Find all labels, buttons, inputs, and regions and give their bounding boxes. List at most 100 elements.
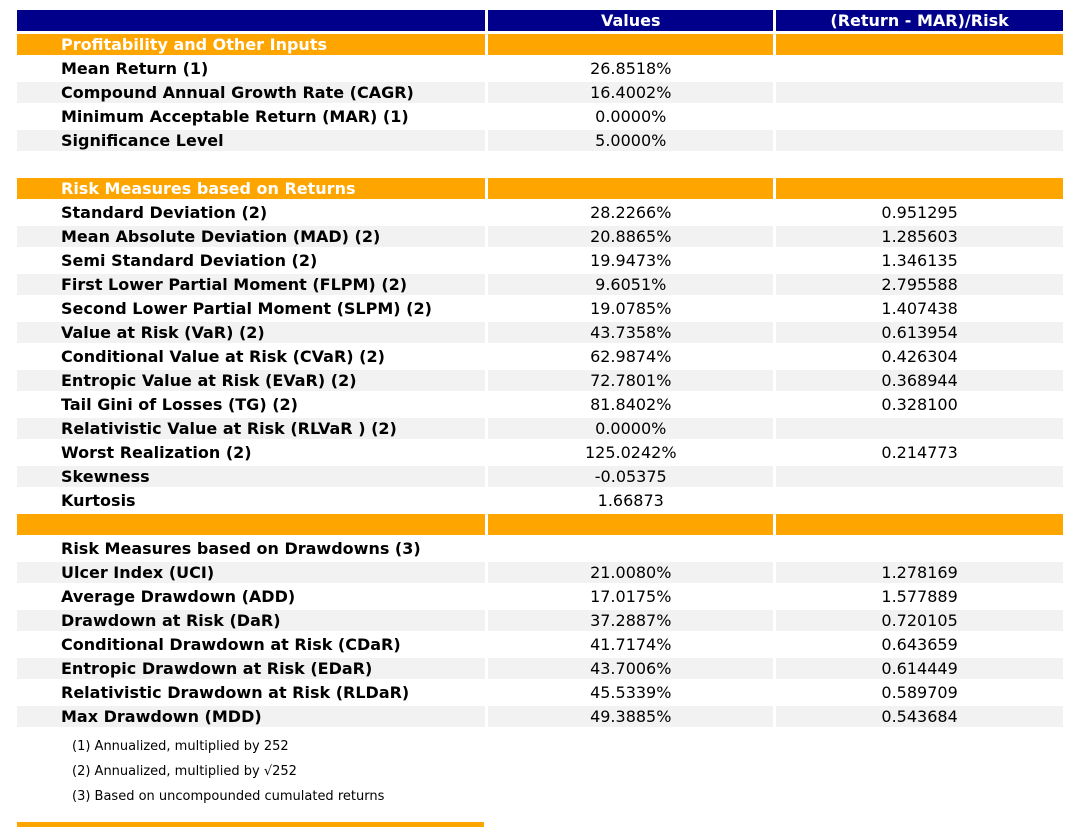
ratio-cell: 0.368944 xyxy=(776,370,1063,391)
table-row: Mean Return (1) 26.8518% xyxy=(17,58,1063,79)
footnotes: (1) Annualized, multiplied by 252 (2) An… xyxy=(72,734,1066,809)
value-cell: 72.7801% xyxy=(488,370,774,391)
ratio-cell xyxy=(776,466,1063,487)
table-row: Max Drawdown (MDD) 49.3885% 0.543684 xyxy=(17,706,1063,727)
truncated-section-row xyxy=(17,822,484,827)
table-row: Entropic Drawdown at Risk (EDaR) 43.7006%… xyxy=(17,658,1063,679)
table-row: Relativistic Drawdown at Risk (RLDaR) 45.… xyxy=(17,682,1063,703)
ratio-cell: 0.589709 xyxy=(881,683,958,702)
table-row: Entropic Value at Risk (EVaR) (2) 72.7801… xyxy=(17,370,1063,391)
value-cell: 62.9874% xyxy=(590,347,672,366)
value-cell: 0.0000% xyxy=(488,418,774,439)
column-header-return-mar-risk: (Return - MAR)/Risk xyxy=(776,10,1063,31)
value-cell: 45.5339% xyxy=(590,683,672,702)
table-row: Kurtosis 1.66873 xyxy=(17,490,1063,511)
table-row: Significance Level 5.0000% xyxy=(17,130,1063,151)
section-header-row xyxy=(17,514,1063,535)
table-row: Mean Absolute Deviation (MAD) (2) 20.8865… xyxy=(17,226,1063,247)
ratio-cell xyxy=(776,106,1063,127)
table-row: Value at Risk (VaR) (2) 43.7358% 0.613954 xyxy=(17,322,1063,343)
metric-label-cell: Value at Risk (VaR) (2) xyxy=(17,322,486,343)
table-row: Relativistic Value at Risk (RLVaR ) (2) 0… xyxy=(17,418,1063,439)
value-cell xyxy=(488,154,774,175)
ratio-cell xyxy=(776,58,1063,79)
footnote-2: (2) Annualized, multiplied by √252 xyxy=(72,764,297,779)
value-cell xyxy=(488,538,773,559)
ratio-cell: 0.426304 xyxy=(881,347,958,366)
table-row: Standard Deviation (2) 28.2266% 0.951295 xyxy=(17,202,1063,223)
metric-label-cell: Tail Gini of Losses (TG) (2) xyxy=(61,395,298,414)
value-cell xyxy=(488,178,774,199)
ratio-cell: 0.214773 xyxy=(881,443,958,462)
ratio-cell: 1.577889 xyxy=(881,587,958,606)
ratio-cell xyxy=(776,538,1063,559)
metric-label-cell: Minimum Acceptable Return (MAR) (1) xyxy=(61,107,409,126)
table-row: Compound Annual Growth Rate (CAGR) 16.400… xyxy=(17,82,1063,103)
section-header-row: Profitability and Other Inputs xyxy=(17,34,1063,55)
metric-label-cell xyxy=(17,154,486,175)
value-cell: 16.4002% xyxy=(488,82,774,103)
risk-report-table-container: Values (Return - MAR)/Risk Profitability… xyxy=(14,7,1066,809)
ratio-cell: 1.346135 xyxy=(881,251,958,270)
ratio-cell: 0.643659 xyxy=(881,635,958,654)
metric-label-cell: Significance Level xyxy=(17,130,486,151)
metric-label-cell: Relativistic Value at Risk (RLVaR ) (2) xyxy=(17,418,486,439)
value-cell: 49.3885% xyxy=(488,706,774,727)
metric-label-cell: Kurtosis xyxy=(61,491,136,510)
metric-label-cell: Average Drawdown (ADD) xyxy=(61,587,296,606)
column-header-values: Values xyxy=(488,10,774,31)
ratio-cell: 0.613954 xyxy=(776,322,1063,343)
subsection-label-row: Risk Measures based on Drawdowns (3) xyxy=(17,538,1063,559)
value-cell xyxy=(488,34,774,55)
metric-label-cell: Risk Measures based on Returns xyxy=(17,178,486,199)
metric-label-cell: Semi Standard Deviation (2) xyxy=(61,251,318,270)
metric-label-cell: Skewness xyxy=(17,466,486,487)
metric-label-cell: Mean Absolute Deviation (MAD) (2) xyxy=(17,226,486,247)
metric-label-cell xyxy=(17,514,486,535)
metric-label-cell: Mean Return (1) xyxy=(61,59,209,78)
metric-label-cell: Entropic Drawdown at Risk (EDaR) xyxy=(17,658,486,679)
value-cell: 5.0000% xyxy=(488,130,774,151)
table-row: Skewness -0.05375 xyxy=(17,466,1063,487)
metric-label-cell: Entropic Value at Risk (EVaR) (2) xyxy=(17,370,486,391)
value-cell: 21.0080% xyxy=(488,562,774,583)
value-cell: 37.2887% xyxy=(488,610,774,631)
ratio-cell: 0.614449 xyxy=(776,658,1063,679)
ratio-cell: 0.328100 xyxy=(881,395,958,414)
ratio-cell xyxy=(776,490,1063,511)
table-row: Average Drawdown (ADD) 17.0175% 1.577889 xyxy=(17,586,1063,607)
metric-label-cell: Relativistic Drawdown at Risk (RLDaR) xyxy=(61,683,410,702)
metric-label-cell: Worst Realization (2) xyxy=(61,443,252,462)
metric-label-cell: Compound Annual Growth Rate (CAGR) xyxy=(17,82,486,103)
ratio-cell: 1.278169 xyxy=(776,562,1063,583)
metric-label-cell: First Lower Partial Moment (FLPM) (2) xyxy=(17,274,486,295)
table-row: Semi Standard Deviation (2) 19.9473% 1.346… xyxy=(17,250,1063,271)
metric-label-cell: Second Lower Partial Moment (SLPM) (2) xyxy=(61,299,432,318)
value-cell: 26.8518% xyxy=(590,59,672,78)
footnote-1: (1) Annualized, multiplied by 252 xyxy=(72,739,289,754)
value-cell: 0.0000% xyxy=(595,107,667,126)
metric-label-cell: Max Drawdown (MDD) xyxy=(17,706,486,727)
value-cell: 41.7174% xyxy=(590,635,672,654)
value-cell: 81.8402% xyxy=(590,395,672,414)
value-cell: 1.66873 xyxy=(597,491,664,510)
table-row: Worst Realization (2) 125.0242% 0.214773 xyxy=(17,442,1063,463)
spacer-row xyxy=(17,154,1063,175)
ratio-cell xyxy=(776,418,1063,439)
ratio-cell: 1.285603 xyxy=(776,226,1063,247)
ratio-cell: 0.543684 xyxy=(776,706,1063,727)
ratio-cell xyxy=(776,178,1063,199)
value-cell: 43.7358% xyxy=(488,322,774,343)
table-body: Profitability and Other Inputs Mean Retur… xyxy=(17,34,1063,727)
table-row: First Lower Partial Moment (FLPM) (2) 9.6… xyxy=(17,274,1063,295)
ratio-cell xyxy=(776,34,1063,55)
value-cell: 19.0785% xyxy=(590,299,672,318)
value-cell: -0.05375 xyxy=(488,466,774,487)
metric-label-cell: Drawdown at Risk (DaR) xyxy=(17,610,486,631)
metric-label-cell: Risk Measures based on Drawdowns (3) xyxy=(61,539,421,558)
table-row: Drawdown at Risk (DaR) 37.2887% 0.720105 xyxy=(17,610,1063,631)
ratio-cell xyxy=(776,514,1063,535)
table-row: Minimum Acceptable Return (MAR) (1) 0.000… xyxy=(17,106,1063,127)
metric-label-cell: Conditional Value at Risk (CVaR) (2) xyxy=(61,347,385,366)
ratio-cell xyxy=(776,130,1063,151)
